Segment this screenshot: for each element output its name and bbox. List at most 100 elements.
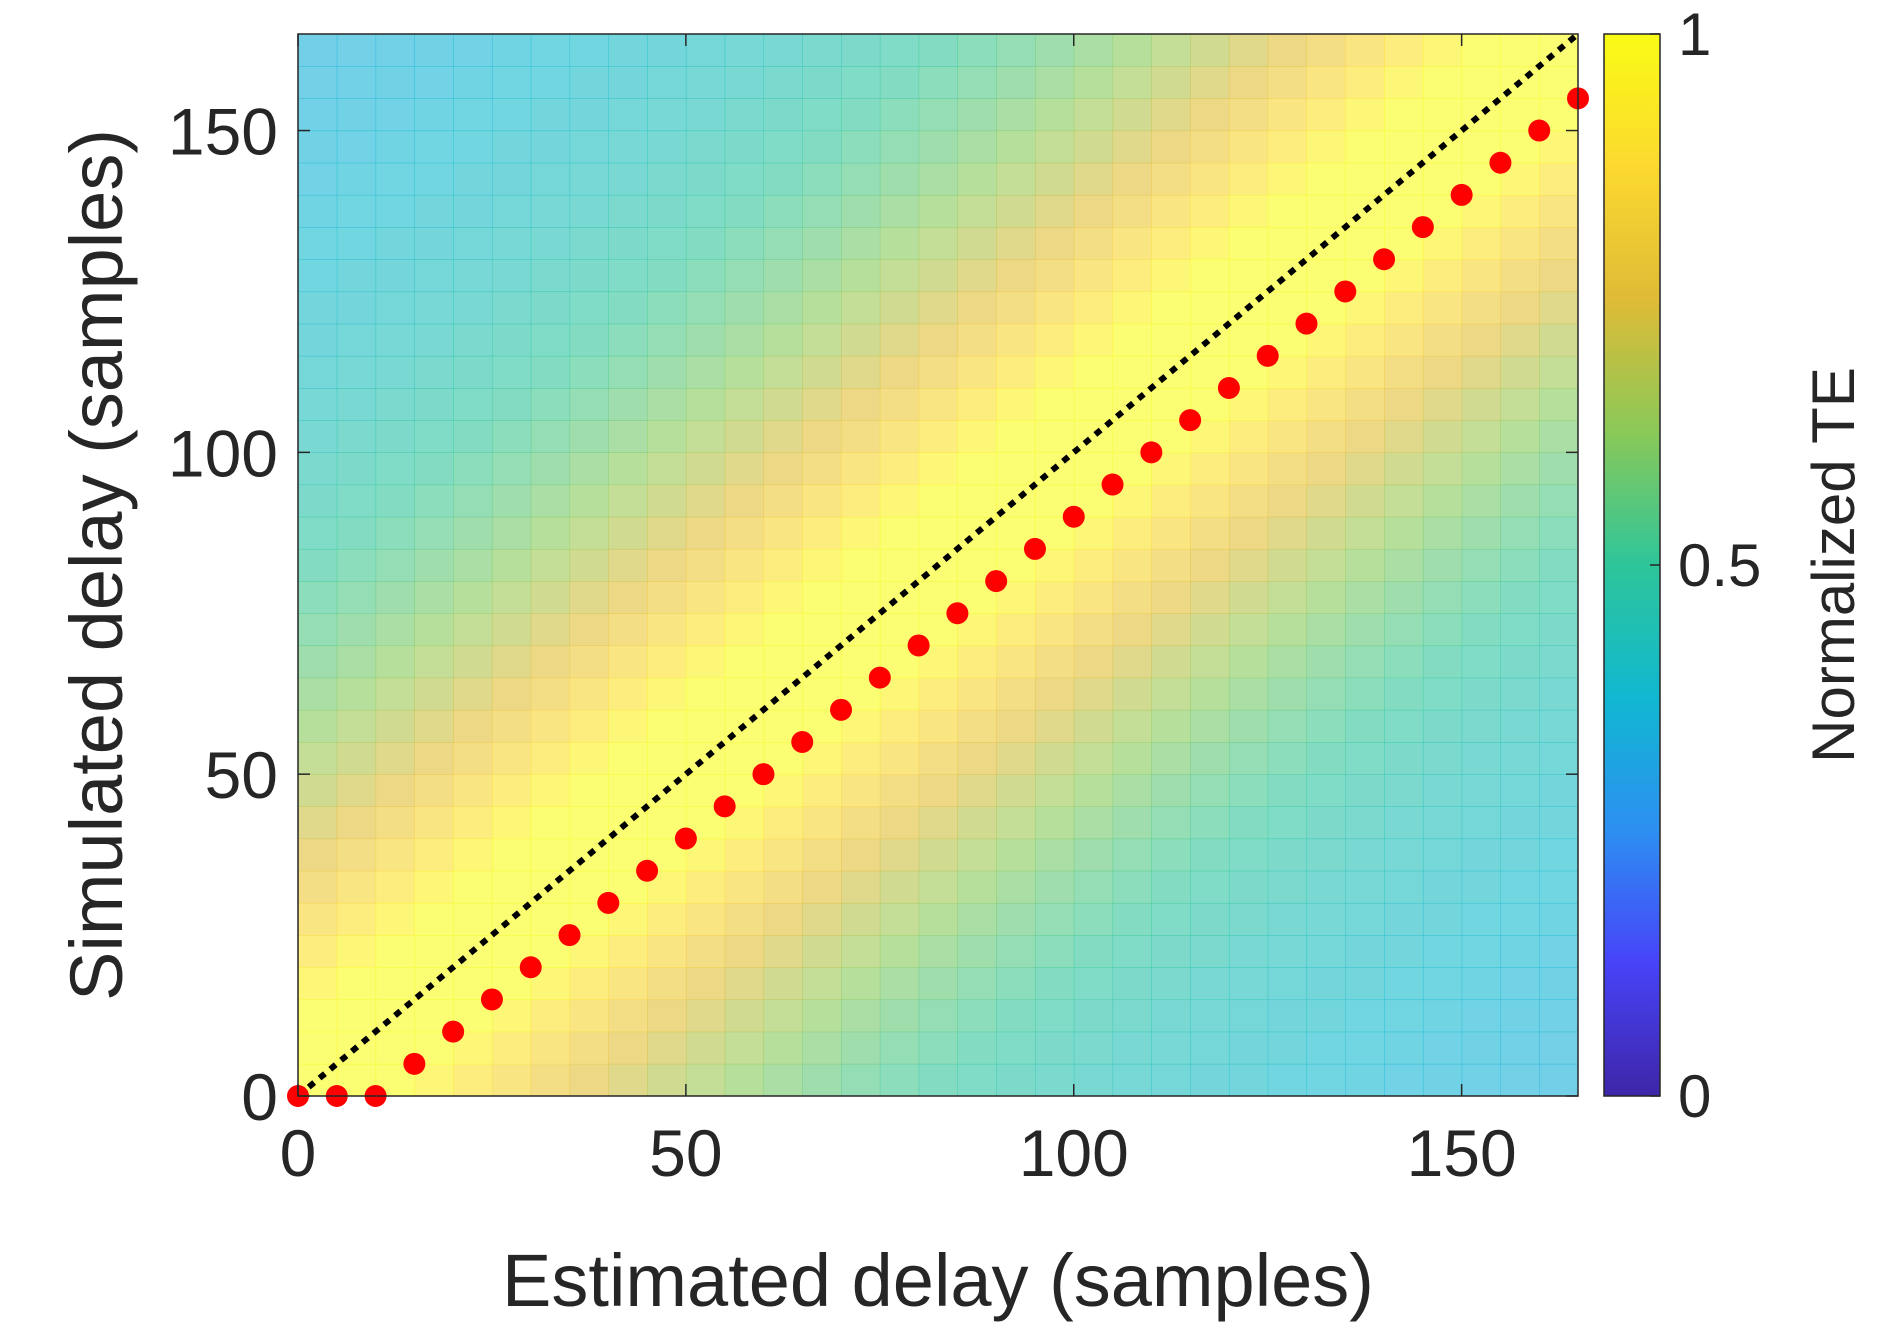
heatmap-cell xyxy=(1345,935,1385,968)
heatmap-cell xyxy=(491,774,532,807)
heatmap-cell xyxy=(530,323,571,357)
heatmap-cell xyxy=(491,1063,532,1096)
heatmap-cell xyxy=(1539,677,1578,711)
heatmap-cell xyxy=(647,1063,687,1096)
heatmap-cell xyxy=(1345,806,1385,840)
heatmap-cell xyxy=(841,420,881,453)
heatmap-cell xyxy=(608,259,648,293)
heatmap-cell xyxy=(1112,742,1152,775)
heatmap-cell xyxy=(453,388,493,421)
heatmap-cell xyxy=(375,902,415,936)
heatmap-cell xyxy=(724,34,765,67)
heatmap-cell xyxy=(1539,484,1578,518)
heatmap-cell xyxy=(724,581,765,614)
heatmap-cell xyxy=(1190,452,1230,486)
heatmap-cell xyxy=(879,999,920,1033)
heatmap-cell xyxy=(1500,388,1540,421)
heatmap-cell xyxy=(996,98,1036,132)
heatmap-cell xyxy=(1539,259,1578,293)
heatmap-cell xyxy=(763,806,803,840)
heatmap-cell xyxy=(685,484,726,518)
heatmap-cell xyxy=(1306,1063,1346,1096)
heatmap-cell xyxy=(996,935,1036,968)
heatmap-cell xyxy=(491,677,532,711)
heatmap-cell xyxy=(1228,452,1269,486)
heatmap-cell xyxy=(1500,323,1540,357)
heatmap-cell xyxy=(1500,806,1540,840)
heatmap-cell xyxy=(1073,227,1114,260)
heatmap-cell xyxy=(1461,323,1502,357)
heatmap-cell xyxy=(1422,355,1463,389)
heatmap-cell xyxy=(1345,902,1385,936)
heatmap-cell xyxy=(414,420,454,453)
heatmap-cell xyxy=(685,870,726,904)
heatmap-cell xyxy=(957,452,997,486)
heatmap-cell xyxy=(1539,194,1578,228)
heatmap-cell xyxy=(608,355,648,389)
heatmap-cell xyxy=(491,709,532,743)
heatmap-cell xyxy=(375,259,415,293)
heatmap-cell xyxy=(724,66,765,99)
heatmap-cell xyxy=(336,98,377,132)
heatmap-cell xyxy=(802,227,842,260)
x-tick-label: 100 xyxy=(1019,1116,1129,1190)
heatmap-cell xyxy=(608,194,648,228)
heatmap-cell xyxy=(1112,323,1152,357)
heatmap-cell xyxy=(1190,838,1230,872)
scatter-point xyxy=(1140,441,1163,464)
heatmap-cell xyxy=(1267,870,1308,904)
heatmap-cell xyxy=(1461,645,1502,679)
heatmap-cell xyxy=(841,162,881,196)
heatmap-cell xyxy=(724,452,765,486)
heatmap-cell xyxy=(957,902,997,936)
heatmap-cell xyxy=(1384,870,1424,904)
heatmap-cell xyxy=(1539,581,1578,614)
heatmap-cell xyxy=(685,999,726,1033)
heatmap-cell xyxy=(453,742,493,775)
heatmap-cell xyxy=(1034,98,1075,132)
heatmap-cell xyxy=(298,452,338,486)
heatmap-cell xyxy=(608,1031,648,1065)
heatmap-cell xyxy=(841,452,881,486)
heatmap-cell xyxy=(1345,1063,1385,1096)
heatmap-cell xyxy=(569,452,609,486)
heatmap-cell xyxy=(763,355,803,389)
heatmap-cell xyxy=(957,935,997,968)
heatmap-cell xyxy=(1112,870,1152,904)
heatmap-cell xyxy=(802,34,842,67)
heatmap-cell xyxy=(1190,999,1230,1033)
heatmap-cell xyxy=(336,34,377,67)
heatmap-cell xyxy=(1384,420,1424,453)
heatmap-cell xyxy=(1190,98,1230,132)
x-tick-label: 0 xyxy=(280,1116,317,1190)
heatmap-cell xyxy=(1500,581,1540,614)
heatmap-cell xyxy=(879,452,920,486)
heatmap-cell xyxy=(1345,1031,1385,1065)
heatmap-cell xyxy=(918,709,958,743)
heatmap-cell xyxy=(1500,516,1540,550)
heatmap-cell xyxy=(1073,806,1114,840)
heatmap-cell xyxy=(802,516,842,550)
heatmap-cell xyxy=(1073,34,1114,67)
heatmap-cell xyxy=(375,709,415,743)
heatmap-cell xyxy=(763,484,803,518)
heatmap-cell xyxy=(802,388,842,421)
heatmap-cell xyxy=(1151,581,1191,614)
heatmap-cell xyxy=(1539,967,1578,1001)
heatmap-cell xyxy=(647,967,687,1001)
heatmap-cell xyxy=(724,194,765,228)
heatmap-cell xyxy=(841,1031,881,1065)
heatmap-cell xyxy=(608,66,648,99)
heatmap-cell xyxy=(1306,902,1346,936)
heatmap-cell xyxy=(298,742,338,775)
heatmap-cell xyxy=(879,259,920,293)
heatmap-cell xyxy=(569,355,609,389)
heatmap-cell xyxy=(491,548,532,582)
heatmap-cell xyxy=(298,227,338,260)
heatmap-cell xyxy=(1073,935,1114,968)
heatmap-cell xyxy=(802,130,842,164)
heatmap-cell xyxy=(647,66,687,99)
heatmap-cell xyxy=(1422,388,1463,421)
heatmap-cell xyxy=(608,162,648,196)
heatmap-cell xyxy=(1112,677,1152,711)
